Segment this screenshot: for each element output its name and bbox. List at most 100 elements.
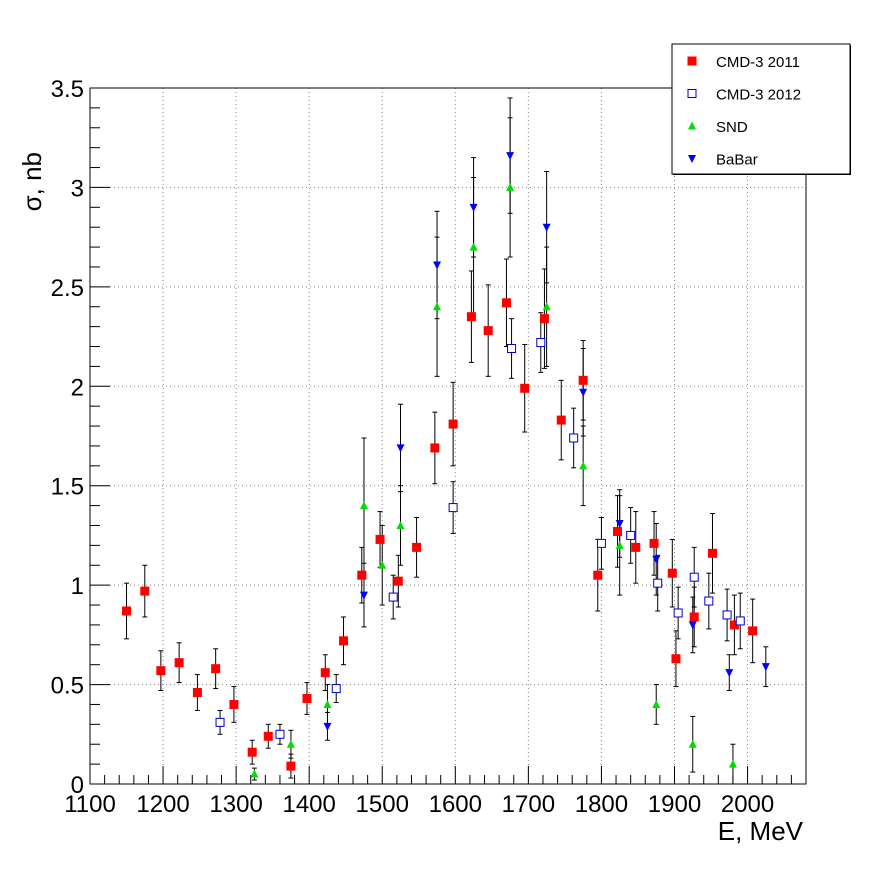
data-point-cmd-3-2011 [375, 534, 385, 544]
y-tick-label: 2 [71, 374, 84, 401]
data-point-babar [688, 621, 697, 630]
data-point-cmd-3-2011 [578, 375, 588, 385]
data-point-cmd-3-2011 [689, 612, 699, 622]
legend-marker [687, 56, 697, 66]
legend-label: BaBar [716, 152, 758, 169]
data-point-cmd-3-2011 [140, 586, 150, 596]
data-point-babar [652, 555, 661, 564]
axis-ticks [89, 87, 792, 785]
data-point-cmd-3-2012 [215, 717, 225, 727]
data-point-babar [579, 388, 588, 397]
data-point-cmd-3-2011 [393, 576, 403, 586]
data-point-cmd-3-2011 [466, 312, 476, 322]
y-tick-labels: 0 0.5 1 1.5 2 2.5 3 3.5 [51, 76, 84, 799]
data-point-cmd-3-2012 [388, 592, 398, 602]
data-point-cmd-3-2011 [156, 666, 166, 676]
legend-label: CMD-3 2012 [716, 87, 801, 104]
data-point-babar [323, 722, 332, 731]
data-point-cmd-3-2012 [673, 608, 683, 618]
data-point-cmd-3-2011 [520, 383, 530, 393]
data-point-cmd-3-2012 [722, 610, 732, 620]
data-point-babar [725, 669, 734, 678]
data-point-cmd-3-2011 [211, 664, 221, 674]
x-tick-label: 1900 [648, 791, 701, 818]
data-point-cmd-3-2012 [507, 344, 517, 354]
x-tick-labels: 1100 1200 1300 1400 1500 1600 1700 1800 1900 2000 [64, 791, 774, 818]
data-point-snd [359, 501, 368, 510]
data-point-cmd-3-2011 [748, 626, 758, 636]
data-point-cmd-3-2012 [536, 338, 546, 348]
y-tick-label: 3.5 [51, 76, 84, 103]
data-point-snd [378, 560, 387, 569]
data-point-cmd-3-2011 [320, 668, 330, 678]
data-point-cmd-3-2011 [412, 542, 422, 552]
data-point-cmd-3-2012 [704, 596, 714, 606]
legend-marker [687, 89, 697, 98]
data-point-snd [579, 461, 588, 470]
data-point-snd [323, 699, 332, 708]
legend-box [671, 43, 851, 175]
data-point-cmd-3-2012 [275, 729, 285, 739]
data-point-cmd-3-2011 [357, 570, 367, 580]
data-point-snd [433, 302, 442, 311]
data-point-babar [433, 261, 442, 270]
legend-label: SND [716, 119, 748, 136]
legend-marker [688, 155, 696, 163]
data-point-cmd-3-2011 [707, 548, 717, 558]
data-markers [122, 152, 770, 778]
data-point-cmd-3-2012 [653, 578, 663, 588]
data-point-cmd-3-2011 [448, 419, 458, 429]
data-point-cmd-3-2011 [483, 326, 493, 336]
x-tick-label: 1200 [136, 791, 189, 818]
data-point-cmd-3-2011 [263, 731, 273, 741]
data-point-babar [761, 663, 770, 672]
grid [90, 88, 806, 784]
data-point-snd [469, 242, 478, 251]
x-tick-label: 1800 [575, 791, 628, 818]
y-tick-label: 0.5 [51, 673, 84, 700]
legend: CMD-3 2011 CMD-3 2012 SND BaBar [671, 43, 851, 175]
data-point-babar [506, 152, 515, 161]
legend-marker [688, 121, 696, 130]
data-point-cmd-3-2012 [626, 530, 636, 540]
x-tick-label: 1100 [64, 791, 116, 818]
data-point-cmd-3-2011 [174, 658, 184, 668]
data-point-cmd-3-2011 [649, 538, 659, 548]
y-tick-label: 3 [71, 175, 84, 202]
x-tick-label: 1600 [429, 791, 482, 818]
data-point-babar [542, 223, 551, 232]
x-tick-label: 2000 [721, 791, 774, 818]
legend-label: CMD-3 2011 [716, 54, 800, 71]
data-point-cmd-3-2012 [448, 503, 458, 513]
data-point-cmd-3-2011 [247, 747, 257, 757]
data-point-cmd-3-2011 [302, 693, 312, 703]
data-point-snd [542, 302, 551, 311]
data-point-snd [688, 739, 697, 748]
y-tick-label: 1 [71, 573, 84, 600]
data-point-cmd-3-2011 [667, 568, 677, 578]
data-point-cmd-3-2011 [192, 688, 202, 698]
data-point-cmd-3-2011 [229, 699, 239, 709]
x-tick-label: 1400 [282, 791, 335, 818]
data-point-snd [615, 540, 624, 549]
data-point-cmd-3-2011 [430, 443, 440, 453]
data-point-cmd-3-2012 [689, 572, 699, 582]
y-tick-label: 2.5 [51, 275, 84, 302]
data-point-babar [359, 591, 368, 600]
data-point-snd [728, 759, 737, 768]
data-point-cmd-3-2011 [729, 620, 739, 630]
data-point-snd [286, 739, 295, 748]
data-point-snd [396, 520, 405, 529]
x-tick-label: 1700 [502, 791, 555, 818]
data-point-babar [469, 203, 478, 212]
data-point-cmd-3-2011 [501, 298, 511, 308]
data-point-cmd-3-2012 [735, 616, 745, 626]
x-tick-label: 1500 [356, 791, 409, 818]
data-point-cmd-3-2011 [339, 636, 349, 646]
data-point-cmd-3-2011 [593, 570, 603, 580]
data-point-babar [396, 444, 405, 453]
y-tick-label: 1.5 [51, 474, 84, 501]
data-point-cmd-3-2012 [569, 433, 579, 443]
data-point-cmd-3-2012 [331, 684, 341, 694]
